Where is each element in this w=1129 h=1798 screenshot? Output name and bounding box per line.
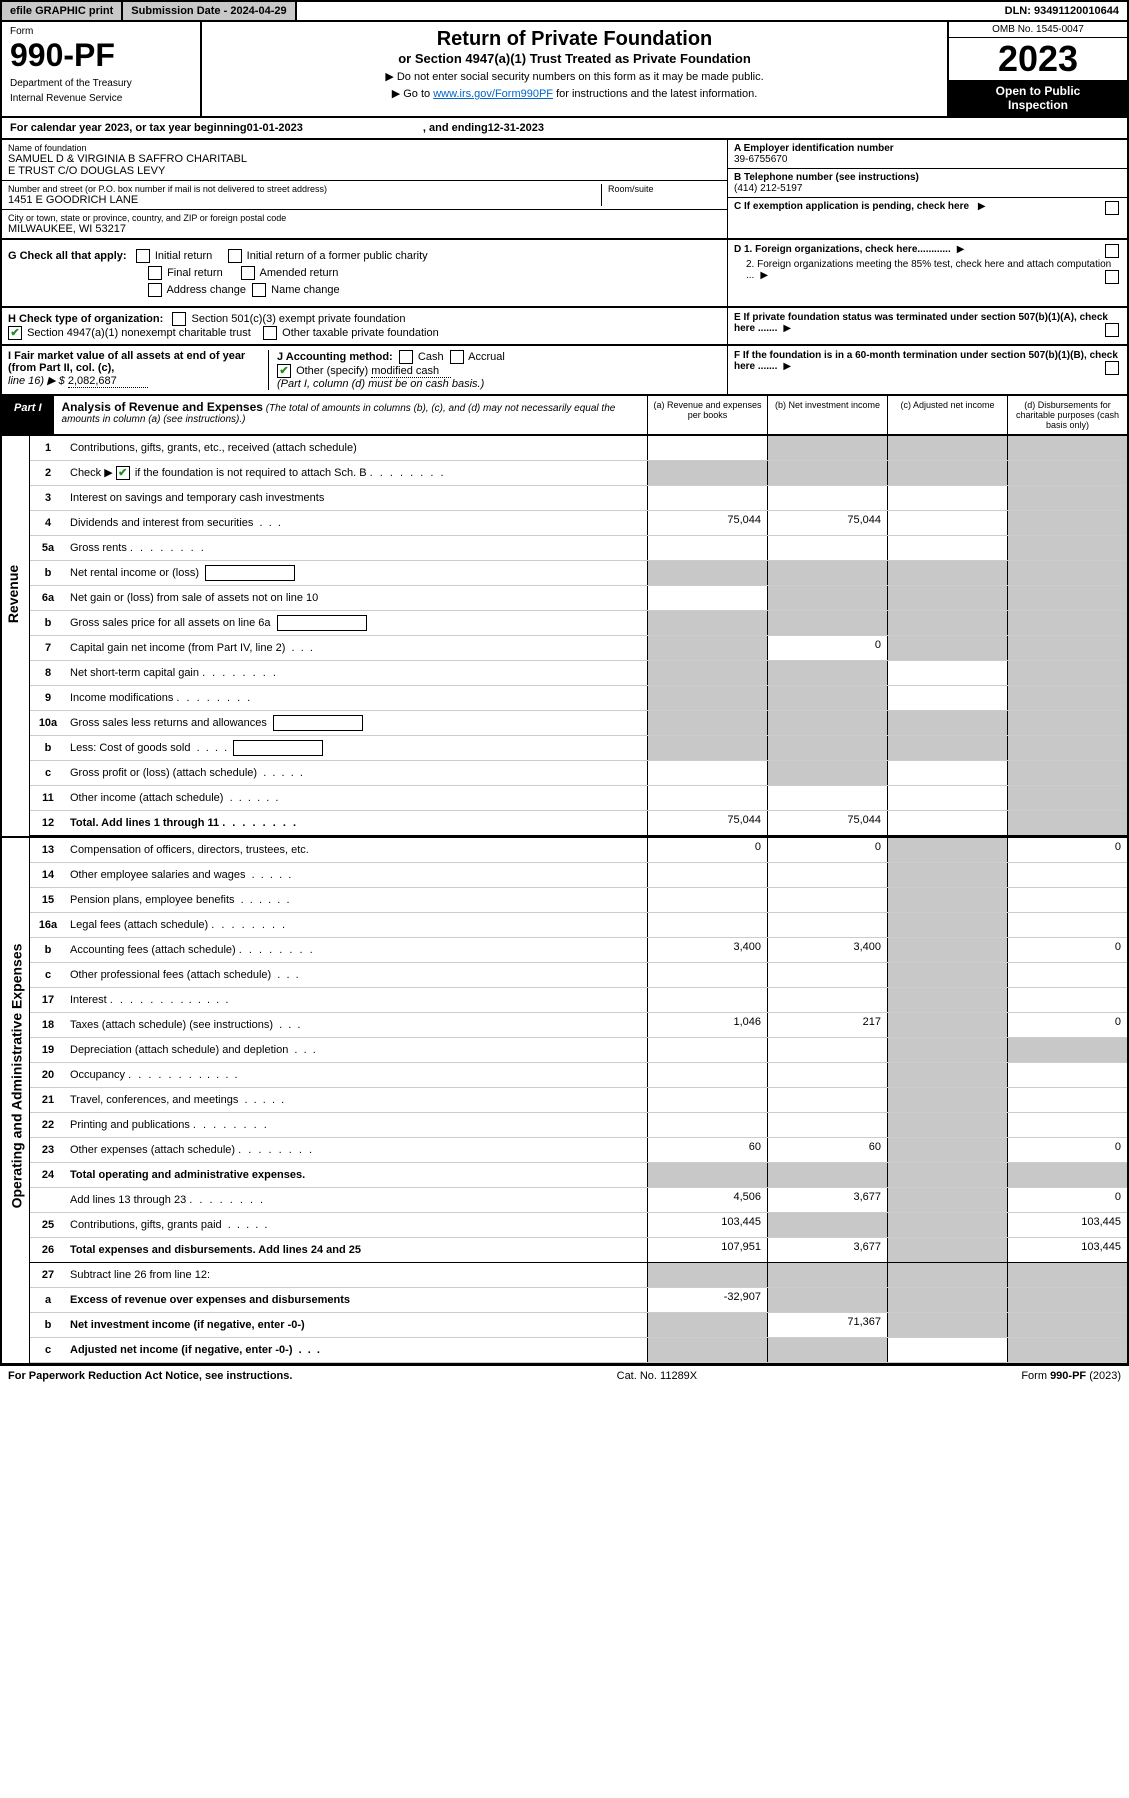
tax-year: 2023 bbox=[949, 38, 1127, 80]
form-number: 990-PF bbox=[10, 37, 192, 74]
form-label: Form bbox=[10, 26, 192, 37]
note-ssn: ▶ Do not enter social security numbers o… bbox=[208, 70, 941, 83]
ein-row: A Employer identification number 39-6755… bbox=[728, 140, 1127, 169]
expenses-side-label: Operating and Administrative Expenses bbox=[8, 944, 24, 1209]
footer-left: For Paperwork Reduction Act Notice, see … bbox=[8, 1370, 292, 1382]
ij-row: I Fair market value of all assets at end… bbox=[0, 346, 1129, 396]
col-b-header: (b) Net investment income bbox=[767, 396, 887, 434]
submission-date: Submission Date - 2024-04-29 bbox=[123, 2, 296, 20]
note-link: ▶ Go to www.irs.gov/Form990PF for instru… bbox=[208, 87, 941, 100]
check-501c3[interactable] bbox=[172, 312, 186, 326]
checks-g-row: G Check all that apply: Initial return I… bbox=[0, 240, 1129, 308]
city-row: City or town, state or province, country… bbox=[2, 210, 727, 238]
check-name[interactable] bbox=[252, 283, 266, 297]
room-suite-label: Room/suite bbox=[608, 184, 721, 194]
page-footer: For Paperwork Reduction Act Notice, see … bbox=[0, 1365, 1129, 1386]
part1-desc: Analysis of Revenue and Expenses (The to… bbox=[54, 396, 647, 434]
check-initial-former[interactable] bbox=[228, 249, 242, 263]
open-public: Open to PublicInspection bbox=[949, 80, 1127, 116]
header-right: OMB No. 1545-0047 2023 Open to PublicIns… bbox=[947, 22, 1127, 116]
col-c-header: (c) Adjusted net income bbox=[887, 396, 1007, 434]
fmv-value: 2,082,687 bbox=[68, 375, 148, 388]
header-mid: Return of Private Foundation or Section … bbox=[202, 22, 947, 116]
revenue-section: Revenue 1Contributions, gifts, grants, e… bbox=[0, 436, 1129, 838]
check-d2[interactable] bbox=[1105, 270, 1119, 284]
omb-number: OMB No. 1545-0047 bbox=[949, 22, 1127, 38]
form-subtitle: or Section 4947(a)(1) Trust Treated as P… bbox=[208, 51, 941, 66]
expenses-section: Operating and Administrative Expenses 13… bbox=[0, 838, 1129, 1365]
identification-block: Name of foundation SAMUEL D & VIRGINIA B… bbox=[0, 140, 1129, 240]
check-e[interactable] bbox=[1105, 323, 1119, 337]
top-bar: efile GRAPHIC print Submission Date - 20… bbox=[0, 0, 1129, 22]
col-a-header: (a) Revenue and expenses per books bbox=[647, 396, 767, 434]
check-amended[interactable] bbox=[241, 266, 255, 280]
form-header: Form 990-PF Department of the Treasury I… bbox=[0, 22, 1129, 118]
header-left: Form 990-PF Department of the Treasury I… bbox=[2, 22, 202, 116]
part1-header: Part I Analysis of Revenue and Expenses … bbox=[0, 396, 1129, 436]
col-d-header: (d) Disbursements for charitable purpose… bbox=[1007, 396, 1127, 434]
check-other-method[interactable]: ✔ bbox=[277, 364, 291, 378]
irs-link[interactable]: www.irs.gov/Form990PF bbox=[433, 88, 553, 100]
check-initial[interactable] bbox=[136, 249, 150, 263]
address-row: Number and street (or P.O. box number if… bbox=[2, 181, 727, 210]
calendar-year-row: For calendar year 2023, or tax year begi… bbox=[0, 118, 1129, 140]
revenue-side-label: Revenue bbox=[5, 565, 21, 623]
check-schb[interactable]: ✔ bbox=[116, 466, 130, 480]
footer-catno: Cat. No. 11289X bbox=[617, 1370, 698, 1382]
check-other-tax[interactable] bbox=[263, 326, 277, 340]
efile-badge: efile GRAPHIC print bbox=[2, 2, 123, 20]
check-f[interactable] bbox=[1105, 361, 1119, 375]
check-final[interactable] bbox=[148, 266, 162, 280]
dln: DLN: 93491120010644 bbox=[997, 2, 1127, 20]
check-c[interactable] bbox=[1105, 201, 1119, 215]
form-title: Return of Private Foundation bbox=[208, 28, 941, 51]
check-d1[interactable] bbox=[1105, 244, 1119, 258]
check-cash[interactable] bbox=[399, 350, 413, 364]
footer-formref: Form 990-PF (2023) bbox=[1021, 1370, 1121, 1382]
h-row: H Check type of organization: Section 50… bbox=[0, 308, 1129, 346]
dept-irs: Internal Revenue Service bbox=[10, 93, 192, 104]
check-address[interactable] bbox=[148, 283, 162, 297]
check-accrual[interactable] bbox=[450, 350, 464, 364]
dept-treasury: Department of the Treasury bbox=[10, 78, 192, 89]
check-4947[interactable]: ✔ bbox=[8, 326, 22, 340]
exemption-row: C If exemption application is pending, c… bbox=[728, 198, 1127, 215]
phone-row: B Telephone number (see instructions) (4… bbox=[728, 169, 1127, 198]
efile-text: GRAPHIC print bbox=[32, 5, 113, 17]
foundation-name-row: Name of foundation SAMUEL D & VIRGINIA B… bbox=[2, 140, 727, 181]
part1-label: Part I bbox=[2, 396, 54, 434]
